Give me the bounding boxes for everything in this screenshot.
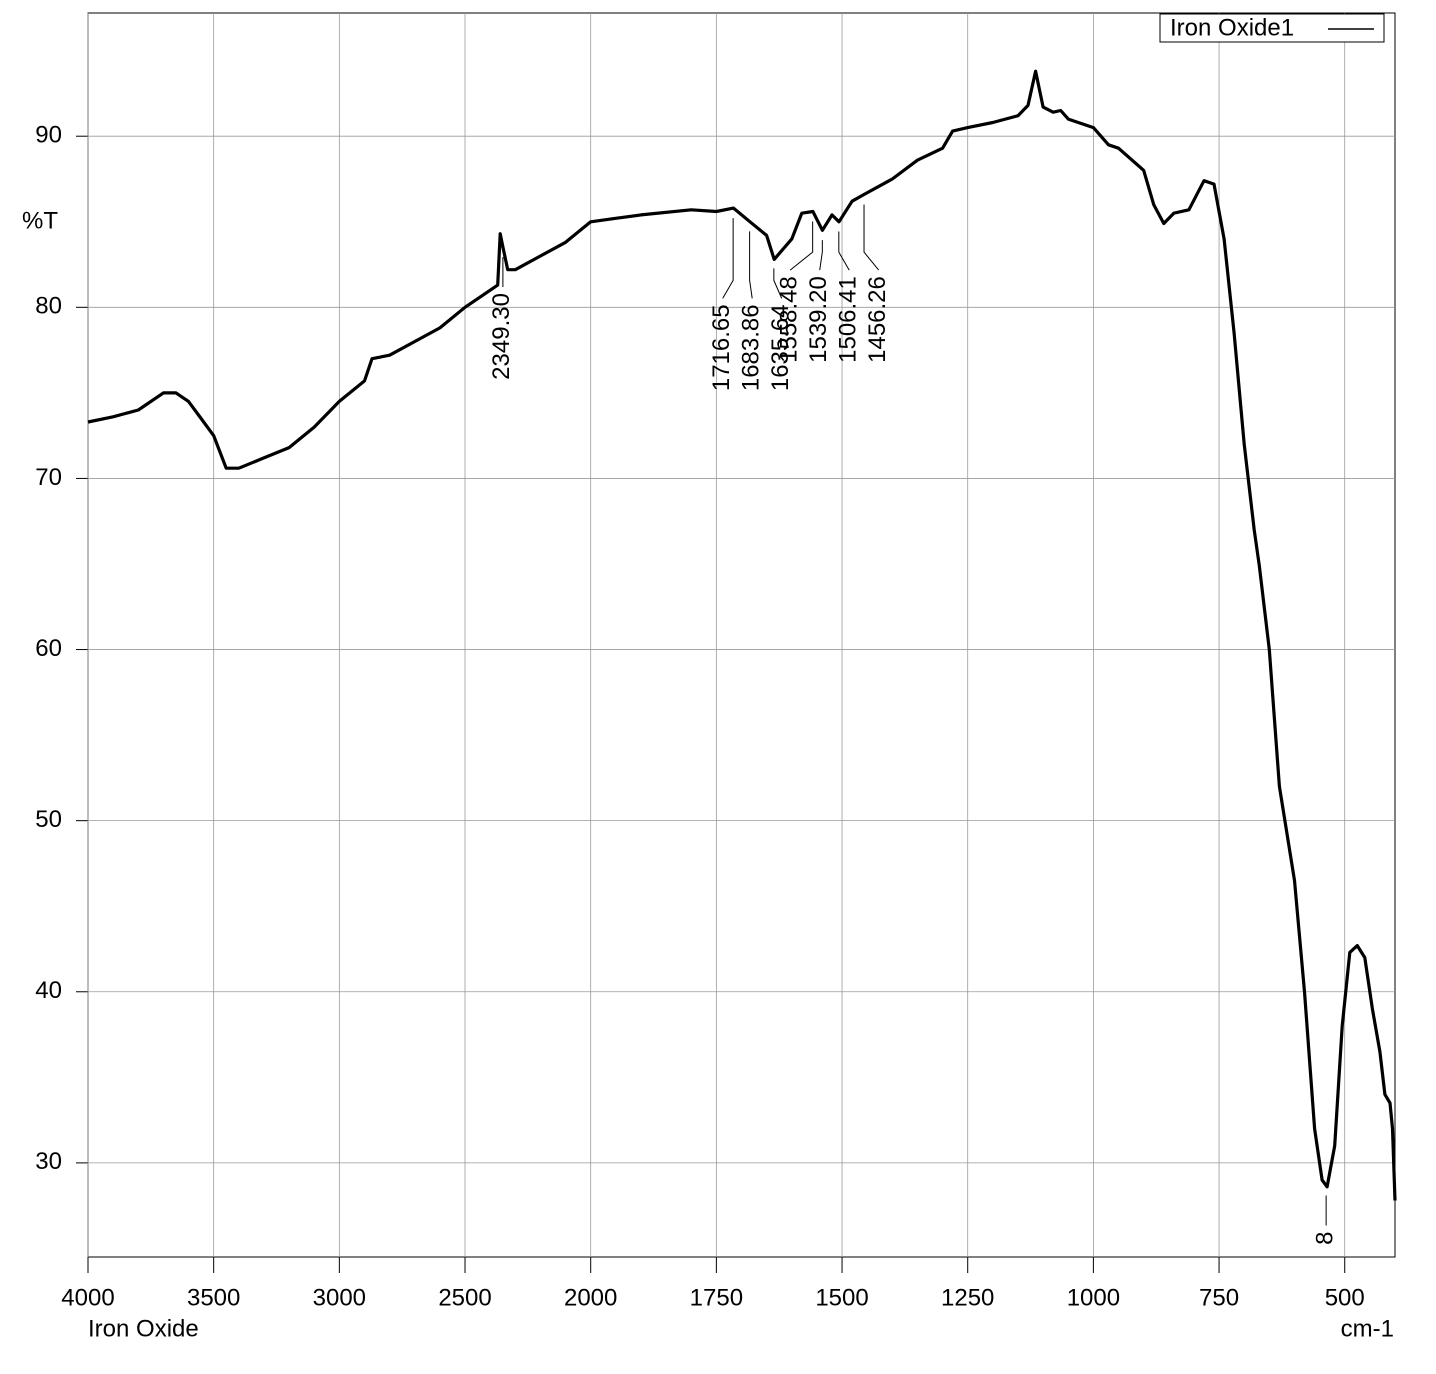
annotation-leader — [863, 204, 880, 271]
y-axis-label: %T — [22, 207, 58, 234]
annotation-label: 1716.65 — [708, 304, 735, 391]
x-tick-label: 1000 — [1067, 1284, 1120, 1311]
x-tick-label: 500 — [1325, 1284, 1365, 1311]
annotation-label: 8 — [1311, 1231, 1338, 1244]
annotation-leader — [773, 268, 783, 299]
annotation-label: 1506.41 — [835, 276, 862, 363]
y-tick-label: 80 — [35, 293, 62, 320]
y-tick-label: 70 — [35, 464, 62, 491]
y-tick-label: 60 — [35, 635, 62, 662]
annotation-label: 1558.48 — [776, 276, 803, 363]
x-tick-label: 1500 — [815, 1284, 868, 1311]
x-tick-label: 2000 — [564, 1284, 617, 1311]
annotation-leader — [722, 218, 734, 299]
annotation-label: 1635.64 — [767, 304, 794, 391]
annotation-label: 1683.86 — [738, 304, 765, 391]
x-tick-label: 3500 — [187, 1284, 240, 1311]
y-tick-label: 40 — [35, 977, 62, 1004]
legend: Iron Oxide1 — [1159, 13, 1385, 43]
legend-label: Iron Oxide1 — [1170, 14, 1294, 41]
y-tick-label: 90 — [35, 122, 62, 149]
x-tick-label: 4000 — [61, 1284, 114, 1311]
annotation-label: 1456.26 — [864, 276, 891, 363]
caption: Iron Oxide — [88, 1315, 199, 1342]
x-axis-label: cm-1 — [1341, 1315, 1394, 1342]
spectrum-line — [87, 69, 1397, 1201]
x-tick-label: 1750 — [690, 1284, 743, 1311]
legend-box — [1159, 13, 1385, 43]
annotation-leader — [749, 231, 753, 299]
x-tick-label: 3000 — [313, 1284, 366, 1311]
annotation-label: 2349.30 — [488, 293, 515, 380]
plot-frame — [87, 12, 1396, 1258]
x-tick-label: 750 — [1199, 1284, 1239, 1311]
annotation-label: 1539.20 — [805, 276, 832, 363]
annotation-leader — [789, 221, 814, 271]
y-tick-label: 50 — [35, 806, 62, 833]
x-tick-label: 1250 — [941, 1284, 994, 1311]
annotation-leader — [819, 240, 823, 271]
annotation-leader — [838, 231, 850, 271]
y-tick-label: 30 — [35, 1148, 62, 1175]
x-tick-label: 2500 — [438, 1284, 491, 1311]
